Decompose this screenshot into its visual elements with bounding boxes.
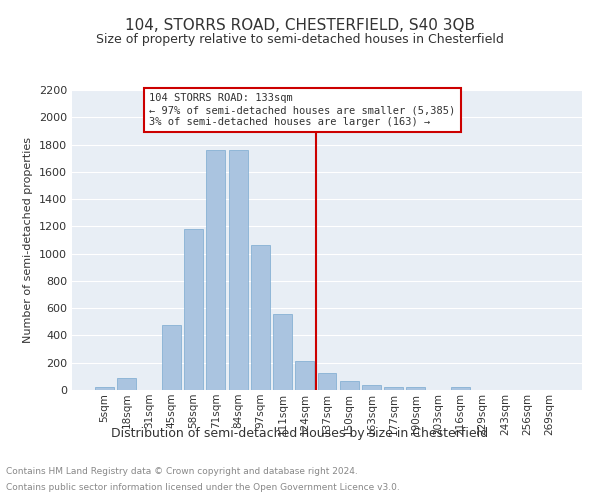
Bar <box>317 373 337 390</box>
Text: 104, STORRS ROAD, CHESTERFIELD, S40 3QB: 104, STORRS ROAD, CHESTERFIELD, S40 3QB <box>125 18 475 32</box>
Text: Contains HM Land Registry data © Crown copyright and database right 2024.: Contains HM Land Registry data © Crown c… <box>6 468 358 476</box>
Bar <box>273 314 292 390</box>
Y-axis label: Number of semi-detached properties: Number of semi-detached properties <box>23 137 34 343</box>
Bar <box>95 388 114 390</box>
Bar <box>118 378 136 390</box>
Bar <box>295 360 314 390</box>
Bar <box>340 381 359 390</box>
Bar <box>251 246 270 390</box>
Bar <box>184 229 203 390</box>
Bar <box>162 324 181 390</box>
Text: Distribution of semi-detached houses by size in Chesterfield: Distribution of semi-detached houses by … <box>112 428 488 440</box>
Bar <box>406 388 425 390</box>
Text: 104 STORRS ROAD: 133sqm
← 97% of semi-detached houses are smaller (5,385)
3% of : 104 STORRS ROAD: 133sqm ← 97% of semi-de… <box>149 94 455 126</box>
Bar <box>362 384 381 390</box>
Text: Contains public sector information licensed under the Open Government Licence v3: Contains public sector information licen… <box>6 482 400 492</box>
Bar <box>206 150 225 390</box>
Bar <box>451 388 470 390</box>
Bar <box>229 150 248 390</box>
Text: Size of property relative to semi-detached houses in Chesterfield: Size of property relative to semi-detach… <box>96 32 504 46</box>
Bar <box>384 388 403 390</box>
